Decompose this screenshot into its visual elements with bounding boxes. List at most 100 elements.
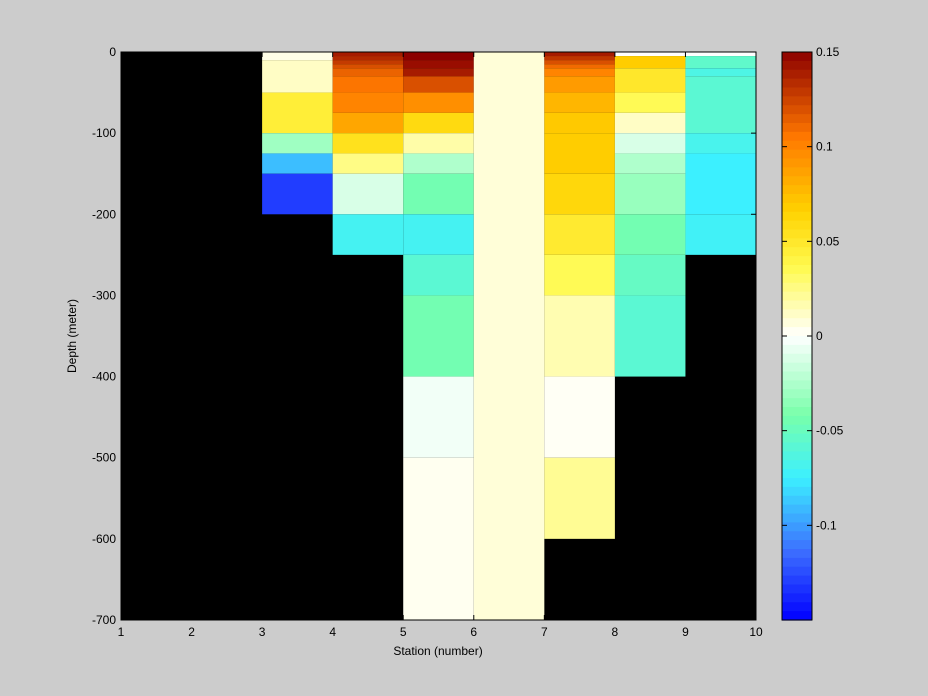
- colorbar-stripe: [782, 327, 812, 337]
- colorbar-stripe: [782, 131, 812, 142]
- y-tick-label: -200: [92, 207, 116, 221]
- colorbar-stripe: [782, 229, 812, 239]
- heatmap-cell: [332, 92, 404, 113]
- colorbar-stripe: [782, 238, 812, 248]
- colorbar-stripe: [782, 442, 812, 452]
- colorbar-ticks: 0.15 0.1 0.05 0 -0.05 -0.1: [782, 45, 844, 532]
- x-tick-label: 5: [400, 625, 407, 639]
- heatmap-cell: [544, 214, 615, 255]
- x-tick-label: 2: [188, 625, 195, 639]
- colorbar-stripe: [782, 380, 812, 390]
- x-tick-label: 1: [118, 625, 125, 639]
- plot-frame: [120, 51, 757, 621]
- heatmap-cell: [332, 173, 404, 215]
- colorbar-stripe: [782, 353, 812, 364]
- colorbar-stripe: [782, 158, 812, 168]
- x-tick-label: 3: [259, 625, 266, 639]
- heatmap-cell: [403, 376, 474, 458]
- heatmap-cell: [332, 214, 404, 255]
- colorbar-stripe: [782, 424, 812, 435]
- heatmap-cell: [614, 133, 686, 154]
- heatmap-cell: [403, 76, 474, 93]
- heatmap-cell: [685, 52, 756, 57]
- x-tick-label: 4: [329, 625, 336, 639]
- heatmap-cell: [544, 64, 615, 69]
- heatmap-cell: [403, 153, 474, 174]
- colorbar-stripe: [782, 176, 812, 186]
- heatmap-cell: [685, 214, 756, 255]
- heatmap-cell: [403, 112, 474, 134]
- colorbar-stripe: [782, 415, 812, 426]
- heatmap-cell: [614, 295, 686, 377]
- colorbar-stripe: [782, 504, 812, 515]
- colorbar-stripe: [782, 611, 812, 621]
- colorbar-stripe: [782, 362, 812, 373]
- heatmap-cell: [332, 153, 404, 174]
- colorbar-stripe: [782, 105, 812, 115]
- colorbar-stripe: [782, 602, 812, 612]
- heatmap-cell: [332, 60, 404, 65]
- heatmap-cell: [544, 76, 615, 93]
- heatmap-cell: [614, 214, 686, 255]
- colorbar-stripe: [782, 522, 812, 532]
- heatmap-cell: [403, 254, 474, 296]
- colorbar-stripe: [782, 549, 812, 559]
- colorbar-stripe: [782, 540, 812, 550]
- heatmap-cell: [262, 60, 333, 93]
- colorbar-tick-label: -0.05: [816, 424, 844, 438]
- y-tick-label: -400: [92, 370, 116, 384]
- x-tick-label: 9: [682, 625, 689, 639]
- colorbar-stripe: [782, 460, 812, 470]
- heatmap-cell: [403, 214, 474, 255]
- colorbar-stripe: [782, 202, 812, 213]
- colorbar-stripe: [782, 469, 812, 479]
- heatmap-cell: [685, 133, 756, 154]
- heatmap-cell: [685, 76, 756, 134]
- colorbar-stripe: [782, 584, 812, 594]
- heatmap-cell: [403, 457, 474, 620]
- x-axis-ticks: 1 2 3 4 5 6 7 8 9 10: [118, 52, 763, 639]
- heatmap-cell: [544, 133, 615, 174]
- colorbar-stripe: [782, 291, 812, 302]
- heatmap-cell: [332, 76, 404, 93]
- heatmap-cell: [473, 52, 545, 620]
- colorbar-stripe: [782, 486, 812, 497]
- heatmap-cell: [544, 457, 615, 539]
- heatmap-cell: [614, 173, 686, 215]
- colorbar-stripe: [782, 495, 812, 506]
- heatmap-cell: [614, 92, 686, 113]
- colorbar-stripe: [782, 566, 812, 577]
- x-axis-label: Station (number): [393, 644, 482, 658]
- heatmap-cell: [614, 112, 686, 134]
- heatmap-cell: [614, 254, 686, 296]
- colorbar-stripe: [782, 557, 812, 568]
- heatmap-cell: [685, 153, 756, 215]
- heatmap-cell: [332, 64, 404, 69]
- colorbar-stripe: [782, 531, 812, 541]
- colorbar-stripe: [782, 211, 812, 222]
- heatmap-cell: [403, 52, 474, 61]
- colorbar-stripe: [782, 407, 812, 417]
- y-tick-label: -300: [92, 288, 116, 302]
- heatmap-cell: [403, 133, 474, 154]
- heatmap-cell: [262, 153, 333, 174]
- heatmap-cell: [332, 68, 404, 77]
- colorbar-stripe: [782, 69, 812, 80]
- colorbar-stripe: [782, 282, 812, 293]
- colorbar-stripe: [782, 371, 812, 381]
- colorbar-stripe: [782, 87, 812, 97]
- colorbar-stripe: [782, 247, 812, 257]
- colorbar-tick-label: 0.05: [816, 234, 840, 248]
- heatmap-cell: [332, 133, 404, 154]
- colorbar: 0.15 0.1 0.05 0 -0.05 -0.1: [781, 45, 844, 621]
- heatmap-cell: [544, 254, 615, 296]
- heatmap-cell: [685, 56, 756, 69]
- heatmap-cell: [262, 92, 333, 134]
- colorbar-stripe: [782, 140, 812, 151]
- heatmap-cell: [332, 56, 404, 61]
- heatmap-cell: [262, 52, 333, 61]
- colorbar-stripe: [782, 513, 812, 523]
- colorbar-tick-label: -0.1: [816, 518, 837, 532]
- colorbar-stripe: [782, 78, 812, 89]
- colorbar-stripe: [782, 167, 812, 177]
